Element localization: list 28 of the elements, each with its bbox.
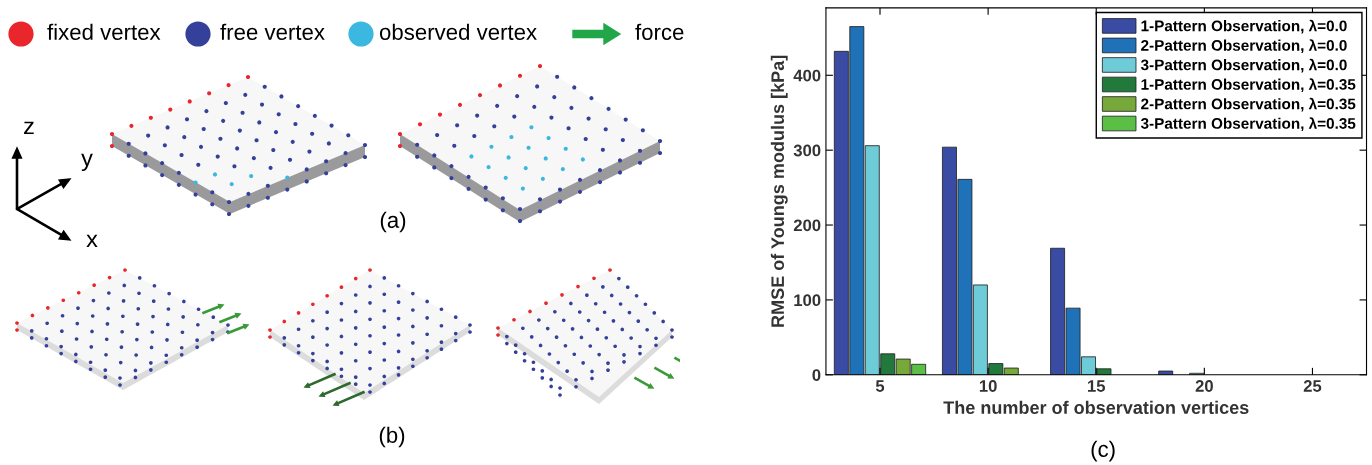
- x-tick-label: 10: [979, 380, 997, 392]
- y-axis-title: RMSE of Youngs modulus [kPa]: [770, 55, 788, 327]
- text: z: [24, 121, 34, 135]
- text: force: [635, 23, 684, 40]
- y-tick-label: 0: [812, 369, 821, 381]
- legend-label: 2-Pattern Observation, λ=0.0: [1141, 39, 1347, 54]
- text: (a): [380, 211, 406, 233]
- text: y: [81, 153, 93, 172]
- x-tick-label: 25: [1303, 380, 1322, 392]
- legend-label: 2-Pattern Observation, λ=0.35: [1141, 97, 1356, 112]
- y-tick-label: 200: [793, 219, 821, 232]
- x-tick-label: 5: [875, 380, 885, 392]
- text: observed vertex: [379, 23, 537, 40]
- legend-label: 1-Pattern Observation, λ=0.0: [1141, 19, 1347, 34]
- text: free vertex: [220, 23, 325, 40]
- text: x: [86, 234, 98, 248]
- text: (b): [379, 426, 405, 448]
- y-tick-label: 300: [793, 144, 821, 157]
- legend-label: 1-Pattern Observation, λ=0.35: [1141, 78, 1356, 93]
- y-tick-label: 400: [793, 69, 821, 82]
- x-tick-label: 15: [1088, 380, 1106, 392]
- text: (c): [1091, 440, 1115, 462]
- y-tick-label: 100: [794, 294, 821, 307]
- legend-label: 3-Pattern Observation, λ=0.0: [1140, 58, 1347, 73]
- text: fixed vertex: [47, 23, 161, 40]
- x-tick-label: 20: [1195, 380, 1213, 392]
- legend-label: 3-Pattern Observation, λ=0.35: [1140, 117, 1356, 132]
- x-axis-title: The number of observation vertices: [943, 400, 1249, 415]
